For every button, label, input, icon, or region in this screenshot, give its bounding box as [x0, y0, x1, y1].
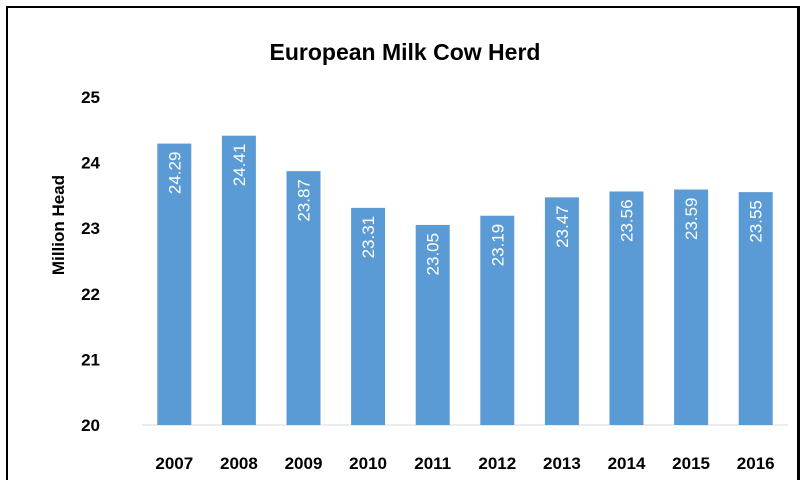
- data-label-2007: 24.29: [165, 152, 184, 195]
- bar-2013: [544, 197, 579, 425]
- bar-2007: [157, 143, 192, 426]
- y-tick-label: 21: [81, 350, 100, 369]
- data-label-2012: 23.19: [488, 224, 507, 267]
- y-tick-label: 22: [81, 285, 100, 304]
- bar-2015: [674, 189, 709, 425]
- x-tick-label: 2012: [478, 454, 516, 473]
- data-label-2009: 23.87: [295, 179, 314, 222]
- data-label-2010: 23.31: [359, 216, 378, 259]
- bar-2010: [351, 207, 386, 425]
- bar-2014: [609, 191, 644, 425]
- y-tick-label: 24: [81, 154, 100, 173]
- bar-2009: [286, 171, 321, 425]
- x-tick-label: 2011: [414, 454, 451, 473]
- data-label-2014: 23.56: [618, 199, 637, 242]
- x-axis-ticks: 2007 2008 2009 2010 2011 2012 2013 2014 2015 2016: [155, 454, 774, 473]
- data-label-2008: 24.41: [230, 144, 249, 187]
- x-tick-label: 2010: [349, 454, 387, 473]
- x-tick-label: 2009: [285, 454, 323, 473]
- y-axis-title: Million Head: [49, 175, 68, 275]
- chart-frame: [6, 6, 800, 480]
- y-tick-label: 23: [81, 219, 100, 238]
- data-label-2015: 23.59: [682, 197, 701, 240]
- x-tick-label: 2016: [737, 454, 775, 473]
- y-tick-label: 20: [81, 416, 100, 435]
- y-tick-label: 25: [81, 88, 100, 107]
- bar-2012: [480, 215, 515, 425]
- bar-2008: [221, 135, 256, 426]
- y-axis-ticks: 20 21 22 23 24 25: [81, 88, 100, 435]
- chart-title: European Milk Cow Herd: [270, 39, 541, 65]
- data-label-2016: 23.55: [747, 200, 766, 243]
- data-labels: 24.29 24.41 23.87 23.31 23.05 23.19 23.47 23.56…: [165, 144, 765, 276]
- bars: [157, 135, 773, 426]
- data-label-2011: 23.05: [424, 233, 443, 276]
- x-tick-label: 2007: [155, 454, 193, 473]
- x-tick-label: 2013: [543, 454, 581, 473]
- bar-2016: [738, 192, 773, 425]
- x-tick-label: 2014: [608, 454, 646, 473]
- x-tick-label: 2008: [220, 454, 258, 473]
- bar-2011: [415, 224, 450, 425]
- x-tick-label: 2015: [672, 454, 710, 473]
- data-label-2013: 23.47: [553, 205, 572, 248]
